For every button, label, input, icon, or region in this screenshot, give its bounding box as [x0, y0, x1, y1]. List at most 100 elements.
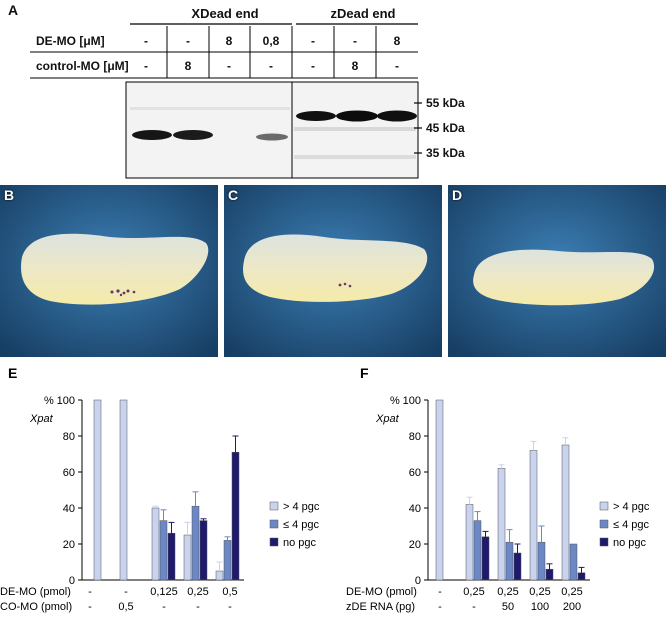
bar	[167, 532, 176, 581]
bar	[513, 552, 522, 581]
kda-55-label: 55 kDa	[426, 96, 465, 110]
x-category-label: -	[472, 601, 476, 613]
y-tick-label: 20	[63, 539, 75, 551]
bar	[465, 504, 474, 581]
embryo-photo-c: C	[224, 185, 442, 357]
panel-a-letter: A	[8, 2, 19, 18]
bar-charts: E% Xpat 0 20 40 60 80 100 DE-MO (pmol) CO-MO (pmo…	[0, 365, 650, 613]
y-axis-unit: %	[44, 395, 54, 407]
legend-label: ≤ 4 pgc	[613, 519, 650, 531]
bar	[497, 468, 506, 581]
control-mo-value: -	[311, 59, 315, 73]
x-row-label: DE-MO (pmol)	[0, 586, 71, 598]
gene-label: Xpat	[29, 413, 54, 425]
x-category-label: 0,125	[150, 586, 178, 598]
x-category-label: 200	[563, 601, 581, 613]
panel-d-letter: D	[452, 187, 463, 203]
bar	[545, 568, 554, 581]
x-row-label: CO-MO (pmol)	[0, 601, 72, 613]
bar	[93, 399, 102, 581]
x-category-label: 0,25	[561, 586, 582, 598]
bar	[505, 541, 514, 581]
y-tick-label: 40	[409, 503, 421, 515]
embryo-photo-d: D	[448, 185, 666, 357]
de-mo-row-label: DE-MO [μM]	[36, 34, 105, 48]
de-mo-value: -	[311, 34, 315, 48]
legend-label: > 4 pgc	[283, 501, 320, 513]
x-category-label: -	[228, 601, 232, 613]
control-mo-value: 8	[351, 59, 359, 73]
bar	[223, 540, 232, 581]
x-category-label: -	[88, 601, 92, 613]
legend-label: ≤ 4 pgc	[283, 519, 320, 531]
y-tick-label: 60	[409, 467, 421, 479]
x-category-label: -	[438, 586, 442, 598]
y-tick-label: 20	[409, 539, 421, 551]
x-category-label: -	[196, 601, 200, 613]
legend-swatch	[599, 501, 609, 511]
legend-swatch	[269, 537, 279, 547]
x-category-label: 0,25	[497, 586, 518, 598]
y-tick-label: 0	[69, 575, 75, 587]
y-tick-label: 100	[57, 395, 75, 407]
embryo-photo-b: B	[0, 185, 218, 357]
x-category-label: 0,25	[529, 586, 550, 598]
y-axis-unit: %	[390, 395, 400, 407]
zdead-end-header: zDead end	[330, 6, 396, 21]
kda-35-label: 35 kDa	[426, 146, 465, 160]
x-category-label: 0,25	[463, 586, 484, 598]
bar	[473, 520, 482, 581]
x-category-label: -	[162, 601, 166, 613]
bar	[537, 541, 546, 581]
legend-swatch	[269, 519, 279, 529]
bar	[481, 536, 490, 581]
control-mo-value: 8	[184, 59, 192, 73]
bar	[191, 505, 200, 581]
bar	[561, 444, 570, 581]
xdead-end-header: XDead end	[191, 6, 259, 21]
kda-45-label: 45 kDa	[426, 121, 465, 135]
panel-a-grid	[30, 23, 422, 179]
x-category-label: -	[124, 586, 128, 598]
chart-letter: F	[360, 365, 369, 381]
y-tick-label: 100	[403, 395, 421, 407]
control-mo-value: -	[144, 59, 148, 73]
bar	[119, 399, 128, 581]
x-category-label: 0,25	[187, 586, 208, 598]
bar	[529, 450, 538, 581]
de-mo-value: 8	[393, 34, 401, 48]
y-tick-label: 60	[63, 467, 75, 479]
x-category-label: 0,5	[222, 586, 237, 598]
panel-b-letter: B	[4, 187, 15, 203]
de-mo-value: -	[186, 34, 190, 48]
bar	[151, 507, 160, 581]
chart-letter: E	[8, 365, 17, 381]
bar	[199, 520, 208, 581]
bar	[215, 570, 224, 581]
x-category-label: -	[88, 586, 92, 598]
de-mo-value: 0,8	[262, 34, 280, 48]
de-mo-value: 8	[225, 34, 233, 48]
bar	[435, 399, 444, 581]
legend-swatch	[269, 501, 279, 511]
bar	[183, 534, 192, 581]
y-tick-label: 80	[63, 431, 75, 443]
x-category-label: 50	[502, 601, 514, 613]
legend-label: no pgc	[283, 537, 317, 549]
panel-c-letter: C	[228, 187, 239, 203]
legend-swatch	[599, 519, 609, 529]
x-category-label: -	[438, 601, 442, 613]
x-category-label: 0,5	[118, 601, 133, 613]
control-mo-value: -	[227, 59, 231, 73]
control-mo-row-label: control-MO [μM]	[36, 59, 129, 73]
legend-label: no pgc	[613, 537, 647, 549]
legend-swatch	[599, 537, 609, 547]
de-mo-value: -	[144, 34, 148, 48]
bar	[231, 451, 240, 581]
legend-label: > 4 pgc	[613, 501, 650, 513]
control-mo-value: -	[395, 59, 399, 73]
y-tick-label: 80	[409, 431, 421, 443]
control-mo-value: -	[269, 59, 273, 73]
de-mo-value: -	[353, 34, 357, 48]
x-row-label: DE-MO (pmol)	[346, 586, 417, 598]
